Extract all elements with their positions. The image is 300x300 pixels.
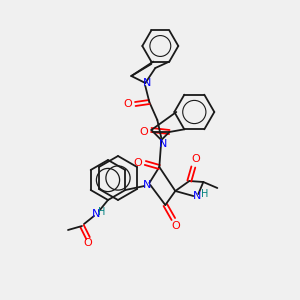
Text: O: O [133, 158, 142, 168]
Text: N: N [159, 139, 167, 149]
Text: N: N [143, 180, 152, 190]
Text: N: N [92, 209, 100, 219]
Text: O: O [139, 127, 148, 137]
Text: O: O [84, 238, 92, 248]
Text: O: O [171, 221, 180, 231]
Text: O: O [191, 154, 200, 164]
Text: H: H [201, 189, 208, 199]
Text: N: N [193, 191, 202, 201]
Text: H: H [98, 207, 105, 217]
Text: N: N [143, 78, 152, 88]
Text: O: O [123, 99, 132, 109]
